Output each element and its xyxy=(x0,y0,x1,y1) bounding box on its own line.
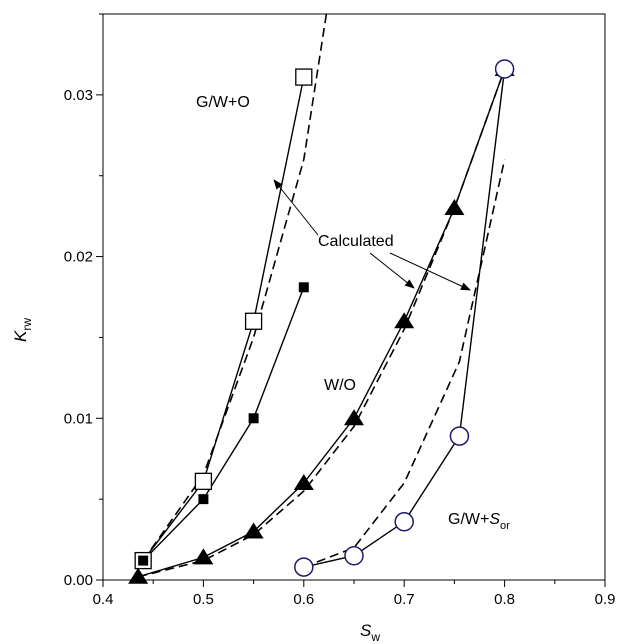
x-tick-label: 0.5 xyxy=(193,591,214,608)
data-point-wo_measured xyxy=(243,522,264,539)
series-layer xyxy=(137,14,506,578)
data-point-filled_square xyxy=(198,494,209,505)
data-point-wo_measured xyxy=(293,473,314,490)
data-point-gw_sor_measured xyxy=(344,545,364,566)
annotation-gw-sor-prefix: G/W+ xyxy=(448,511,489,528)
plot-frame xyxy=(102,13,606,581)
y-tick-label: 0.01 xyxy=(64,410,93,427)
data-point-gw_sor_measured xyxy=(449,426,470,446)
y-axis-label-sub: rw xyxy=(20,318,34,331)
data-point-gw_sor_measured xyxy=(494,59,515,79)
annotation-gw-sor-italic: S xyxy=(489,511,500,528)
annotation-arrow-3 xyxy=(389,252,471,291)
tick-layer: 0.4 0.5 0.6 0.7 0.8 0.9 0.00 0.01 0.02 0.03 xyxy=(64,13,616,608)
x-axis-label-main: S xyxy=(360,621,372,640)
x-axis-label: Sw xyxy=(360,621,380,644)
x-axis-label-sub: w xyxy=(370,630,380,644)
data-point-wo_measured xyxy=(193,548,214,565)
data-point-gwo_measured xyxy=(244,312,263,330)
x-tick-label: 0.7 xyxy=(394,591,415,608)
x-tick-label: 0.8 xyxy=(494,591,515,608)
data-point-filled_square xyxy=(298,282,309,293)
annotation-calculated: Calculated xyxy=(318,233,394,250)
annotation-gw-sor-sub: or xyxy=(500,520,510,532)
data-point-gw_sor_measured xyxy=(294,557,314,577)
x-tick-label: 0.4 xyxy=(93,591,114,608)
y-axis-label-main: K xyxy=(11,330,30,342)
series-line-gwo_measured xyxy=(142,76,305,562)
annotation-wo: W/O xyxy=(324,377,356,394)
series-line-wo_calculated xyxy=(137,68,506,578)
data-point-filled_square xyxy=(248,413,259,424)
annotation-gw-sor: G/W+Sor xyxy=(448,511,510,532)
y-tick-label: 0.00 xyxy=(64,572,93,589)
y-tick-label: 0.02 xyxy=(64,249,93,266)
data-point-gwo_measured xyxy=(194,472,213,491)
data-point-wo_measured xyxy=(444,199,465,216)
y-tick-label: 0.03 xyxy=(64,87,93,104)
data-point-gw_sor_measured xyxy=(394,512,414,532)
series-line-filled_square xyxy=(142,287,305,562)
y-axis-label: Krw xyxy=(11,318,34,342)
x-tick-label: 0.6 xyxy=(293,591,314,608)
annotation-arrow-2 xyxy=(369,252,415,289)
x-tick-label: 0.9 xyxy=(595,591,616,608)
series-line-wo_measured xyxy=(137,68,506,578)
data-point-wo_measured xyxy=(394,312,415,329)
marker-layer xyxy=(128,59,515,584)
data-point-gwo_measured xyxy=(295,68,313,86)
data-point-wo_measured xyxy=(344,409,364,426)
series-line-gw_sor_calculated xyxy=(303,159,506,568)
series-line-gwo_calculated xyxy=(142,14,328,562)
annotation-gwo: G/W+O xyxy=(196,94,250,111)
data-point-filled_square xyxy=(138,555,149,566)
annotation-arrow-1 xyxy=(273,179,319,236)
